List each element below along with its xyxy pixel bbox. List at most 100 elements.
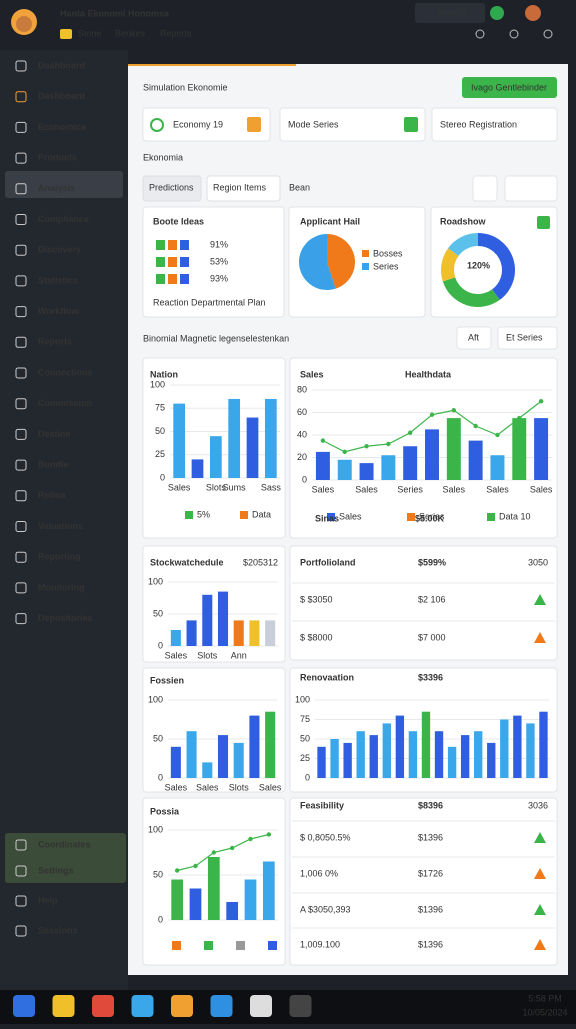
taskbar-app[interactable] [250,995,272,1017]
sidebar-item[interactable]: Commission [38,398,92,408]
sidebar-item[interactable]: Connections [38,367,93,377]
select[interactable]: Mode Series [288,119,339,129]
user-avatar[interactable] [525,5,541,21]
bar [359,463,374,480]
header-icon[interactable] [475,29,485,39]
filter[interactable]: Bean [289,182,310,192]
taskbar-app[interactable] [210,995,233,1017]
sidebar-item[interactable]: Reporting [38,552,81,562]
trend-point [386,441,391,447]
sidebar-item[interactable]: Analysis [38,183,75,193]
chart-title: Possia [150,806,180,816]
taskbar-app[interactable] [92,995,114,1017]
sidebar-item[interactable]: Monitoring [38,582,85,592]
legend-label: 5% [197,509,210,519]
taskbar-app[interactable] [289,995,312,1017]
filter[interactable]: Predictions [149,182,194,192]
section-title: Binomial Magnetic legenselestenkan [143,333,289,343]
sidebar-icon [15,459,27,471]
x-tick-label: Slots [197,650,218,660]
sidebar-item[interactable]: Workflow [38,306,79,316]
row-icon [534,832,546,843]
legend-swatch [168,274,177,284]
y-tick-label: 75 [300,714,310,724]
y-tick-label: 0 [305,772,310,782]
card [289,545,558,661]
header-icon[interactable] [509,29,519,39]
trend-point [364,444,369,449]
sidebar-icon [15,244,27,256]
primary-button[interactable] [462,77,557,98]
select[interactable]: Economy 19 [173,119,223,129]
bar [487,742,496,778]
filter-chip[interactable] [142,175,202,202]
bar [534,418,549,480]
taskbar-app[interactable] [13,995,35,1017]
trend-point [451,408,457,413]
bar [369,735,378,778]
bar [186,620,197,646]
taskbar-app[interactable] [131,995,154,1017]
legend-swatch [362,250,369,257]
legend-label: Sales [339,511,362,521]
select[interactable]: Stereo Registration [440,119,517,129]
sidebar-item[interactable]: Statistics [38,275,78,285]
bar [226,902,239,920]
bar [202,594,213,646]
sidebar-item[interactable]: Sessions [38,925,78,935]
chart-title: Applicant Hail [300,216,360,226]
sidebar-icon [15,521,27,532]
sidebar-item[interactable]: Settings [38,865,74,875]
trend-point [473,423,478,429]
sidebar-item[interactable]: Bundle [38,459,69,469]
y-tick-label: 100 [295,694,310,704]
sidebar-icon [15,183,27,195]
row-icon [534,868,546,879]
sidebar-item[interactable]: Coordinates [38,839,91,849]
sidebar-item[interactable]: Economica [38,122,87,132]
sidebar-item[interactable]: Destine [38,429,71,439]
header-icon[interactable] [543,29,553,39]
sidebar-item[interactable]: Depositories [38,613,93,623]
sidebar-item[interactable]: Dashboard [38,91,85,101]
row-label: $ 0,8050.5% [300,832,351,842]
legend-swatch [168,257,177,267]
filter-chip[interactable] [206,175,281,202]
sidebar-item[interactable]: Valuations [38,521,83,531]
sidebar-item[interactable]: Dashboard [38,60,85,70]
sidebar-item[interactable]: Discovery [38,245,81,255]
x-tick-label: Sales [168,482,191,492]
y-tick-label: 25 [300,753,310,763]
trend-point [174,868,180,873]
sidebar-item[interactable]: Reports [38,337,72,347]
sidebar-item[interactable]: Help [38,895,58,905]
page-title: Simulation Ekonomie [143,82,228,92]
sidebar-item[interactable]: Products [38,152,77,162]
legend-swatch [180,257,189,267]
control[interactable]: Et Series [506,332,543,342]
select-button[interactable] [404,117,418,132]
legend-swatch [487,513,495,521]
chart-title: Stockwatchedule [150,557,224,567]
sidebar-item[interactable]: Retina [38,490,67,500]
donut-segment [442,277,500,307]
legend-value: 93% [210,273,228,283]
sidebar-item[interactable]: Compliance [38,214,89,224]
trend-point [229,845,235,851]
donut-center: 120% [467,260,490,270]
nav-tab[interactable]: Stone [78,28,102,38]
chart-annotation: $205312 [243,557,278,567]
sidebar-icon [15,925,27,937]
taskbar-app[interactable] [171,995,193,1017]
trend-point [320,438,326,443]
taskbar-app[interactable] [52,995,75,1017]
filter[interactable]: Region Items [213,182,267,192]
row-value: $1726 [418,868,443,878]
search-box[interactable] [415,3,485,23]
card [456,326,492,350]
nav-tab[interactable]: Benkes [115,28,146,38]
nav-tab[interactable]: Reports [160,28,192,38]
control[interactable]: Aft [468,332,480,342]
avatar-face [16,16,32,32]
row-value: $1396 [418,939,443,949]
